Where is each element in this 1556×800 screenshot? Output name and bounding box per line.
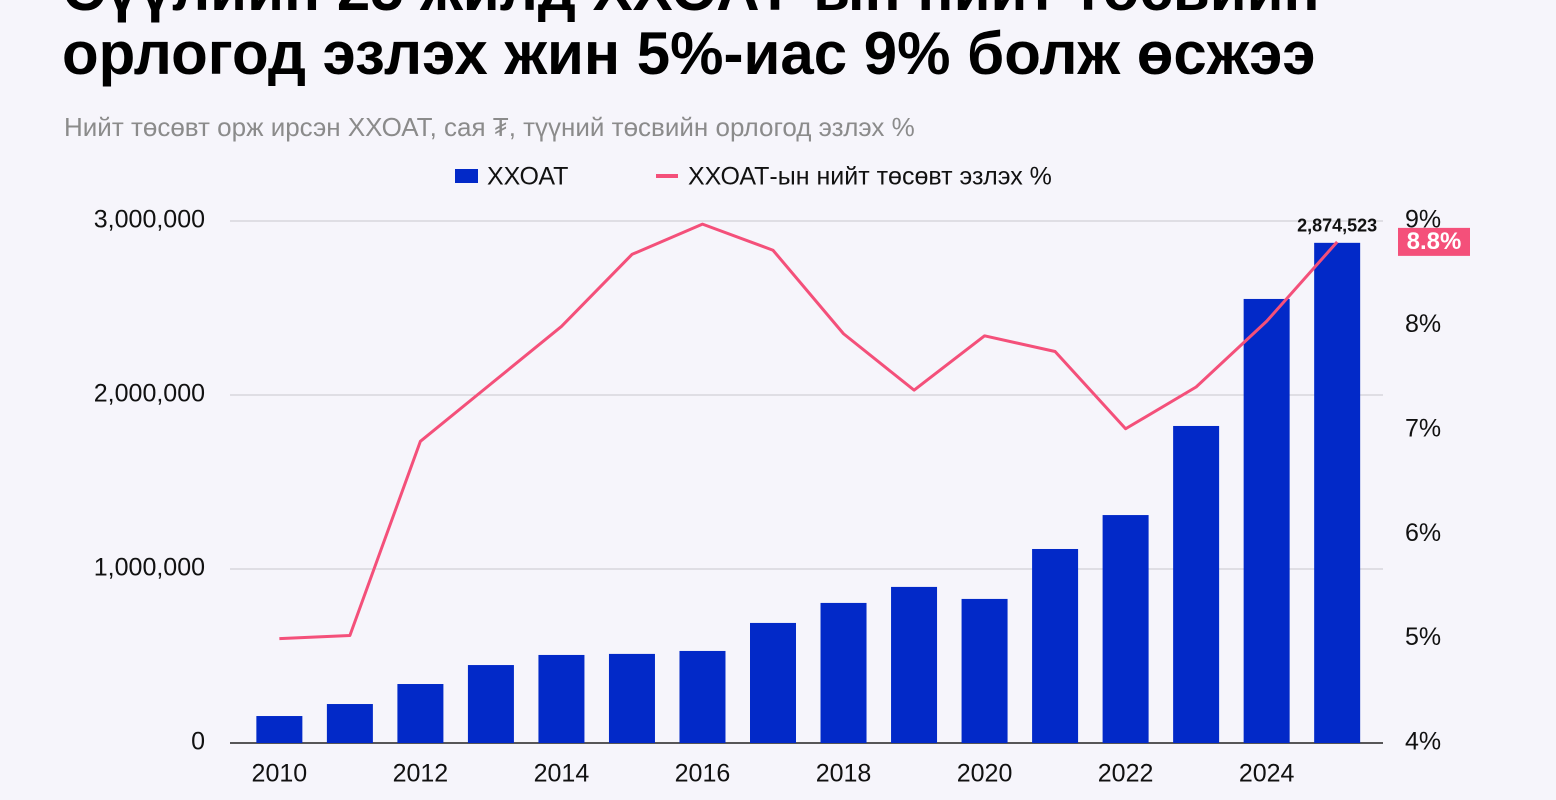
x-tick-label: 2020 (957, 760, 1013, 788)
legend-swatch (455, 169, 478, 183)
line-value-label-bg (1398, 227, 1470, 256)
chart-subtitle: Нийт төсөвт орж ирсэн ХХОАТ, сая ₮, түүн… (64, 112, 915, 142)
y-tick-label: 3,000,000 (94, 206, 205, 234)
bar (538, 654, 585, 743)
y2-tick-label: 4% (1405, 728, 1441, 756)
bar (961, 598, 1008, 743)
bar (608, 653, 655, 743)
legend-label: ХХОАТ-ын нийт төсөвт эзлэх % (688, 163, 1052, 191)
x-tick-label: 2016 (675, 760, 731, 788)
bar (1102, 515, 1149, 743)
y2-tick-label: 7% (1405, 414, 1441, 442)
chart-title: Сүүлийн 25 жилд ХХОАТ-ын нийт төсвийн ор… (62, 0, 1320, 87)
bar (820, 602, 867, 743)
line-value-label: 8.8% (1407, 228, 1462, 255)
legend-item: ХХОАТ (455, 163, 568, 191)
bar (1314, 242, 1361, 743)
x-tick-label: 2018 (816, 760, 872, 788)
x-tick-label: 2014 (534, 760, 590, 788)
bar (256, 716, 303, 743)
bar (1032, 548, 1079, 743)
legend-item: ХХОАТ-ын нийт төсөвт эзлэх % (656, 163, 1052, 191)
bar (326, 704, 373, 743)
legend-label: ХХОАТ (487, 163, 568, 191)
y-tick-label: 2,000,000 (94, 380, 205, 408)
y2-tick-label: 5% (1405, 623, 1441, 651)
bar (891, 586, 938, 743)
y2-tick-label: 8% (1405, 310, 1441, 338)
y-tick-label: 0 (191, 728, 205, 756)
bar (467, 665, 514, 743)
y2-tick-label: 6% (1405, 519, 1441, 547)
bar (397, 684, 444, 743)
bar-value-label: 2,874,523 (1297, 216, 1377, 236)
bar (1173, 425, 1220, 743)
bar (679, 650, 726, 743)
line (279, 222, 1339, 641)
bar (1243, 298, 1290, 743)
x-tick-label: 2022 (1098, 760, 1154, 788)
bar (750, 622, 797, 743)
x-tick-label: 2012 (393, 760, 449, 788)
x-tick-label: 2024 (1239, 760, 1295, 788)
x-tick-label: 2010 (252, 760, 308, 788)
y-tick-label: 1,000,000 (94, 554, 205, 582)
